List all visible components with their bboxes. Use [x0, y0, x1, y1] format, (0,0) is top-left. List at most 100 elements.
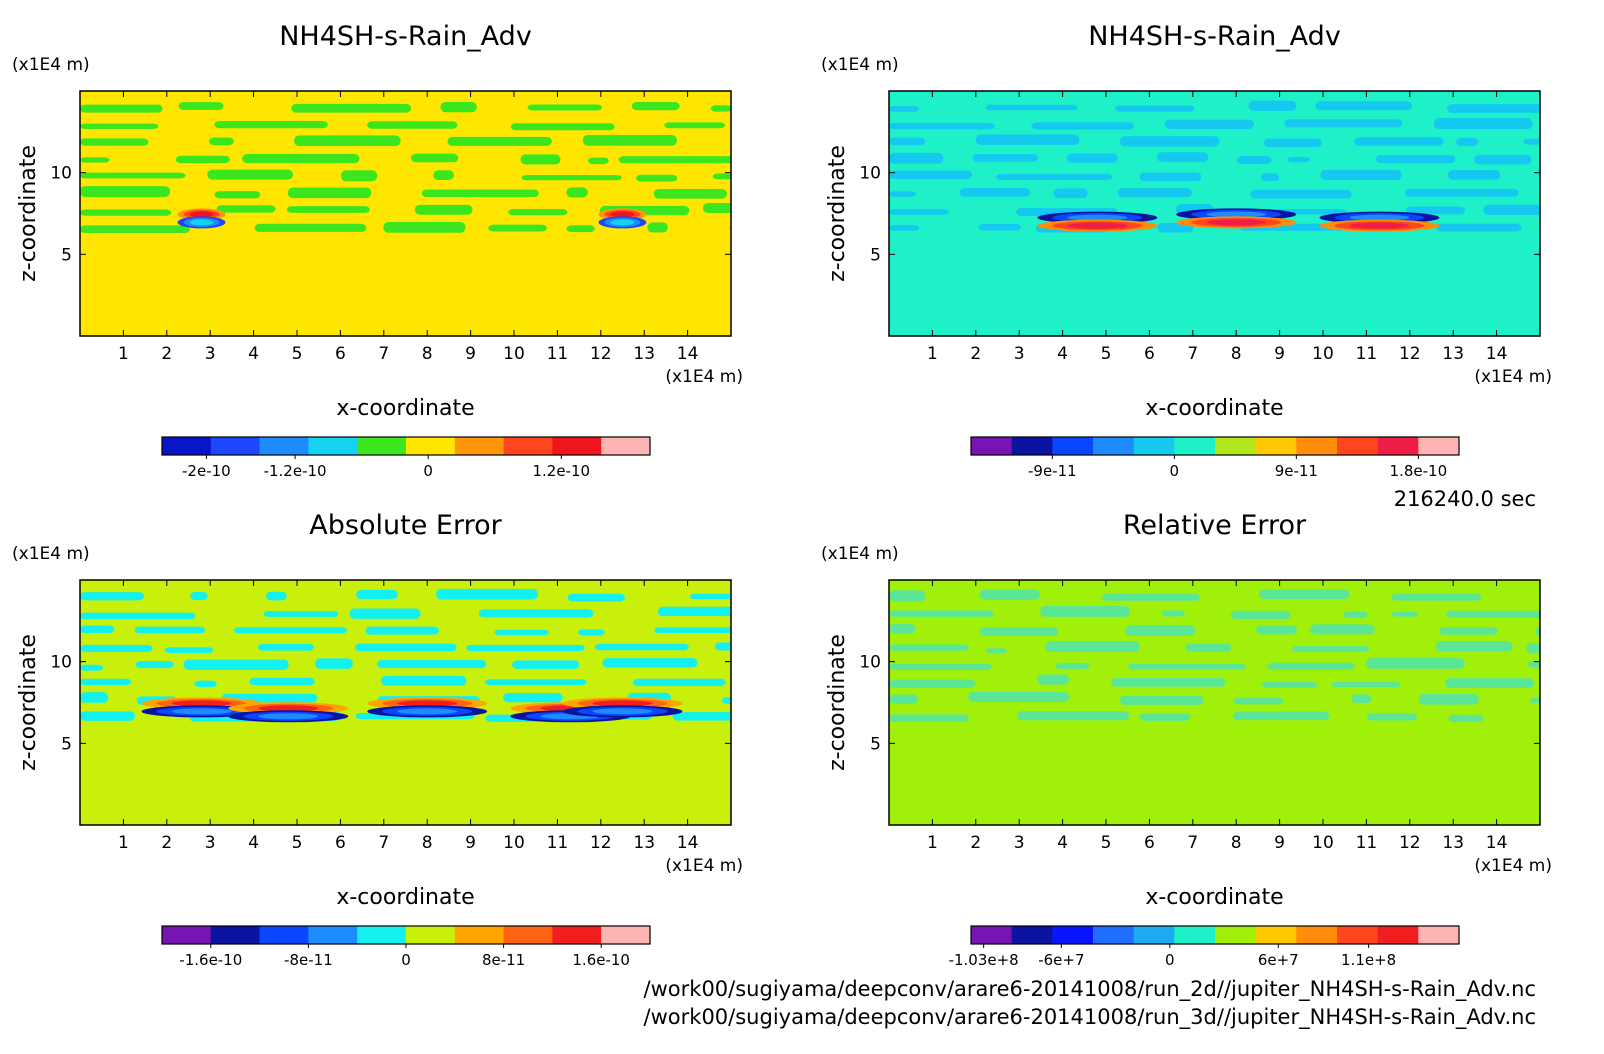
file-path-1: /work00/sugiyama/deepconv/arare6-2014100… — [644, 977, 1536, 1002]
layer-streak — [578, 629, 605, 636]
y-axis-label: z-coordinate — [825, 145, 850, 282]
layer-streak — [712, 173, 731, 180]
layer-streak — [1260, 173, 1280, 182]
panel-2: NH4SH-s-Rain_Adv(x1E4 m)1 2 3 4 5 6 7 8 9 10 11 12 1… — [821, 21, 1552, 480]
x-tick-label: 1 — [118, 344, 129, 364]
x-unit-label: (x1E4 m) — [665, 367, 743, 387]
layer-streak — [512, 660, 580, 669]
layer-streak — [414, 204, 473, 215]
colorbar-swatch — [971, 437, 1013, 455]
plot-frame — [79, 579, 732, 826]
layer-streak — [889, 106, 919, 112]
layer-streak — [1267, 662, 1355, 670]
layer-streak — [286, 206, 370, 213]
colorbar-swatch — [406, 437, 456, 455]
layer-streak — [1376, 155, 1456, 164]
x-tick-label: 8 — [422, 344, 433, 364]
colorbar: -2e-10 -1.2e-10 0 1.2e-10 — [161, 436, 651, 480]
layer-streak — [889, 170, 973, 180]
colorbar-swatch — [357, 926, 407, 944]
layer-streak — [257, 643, 314, 651]
x-tick-label: 2 — [161, 833, 172, 853]
layer-streak — [263, 610, 339, 617]
layer-streak — [594, 643, 689, 651]
layer-streak — [566, 187, 588, 198]
x-tick-label: 12 — [590, 833, 612, 853]
layer-streak — [1527, 660, 1540, 668]
layer-streak — [80, 644, 153, 652]
cell-lobe — [1349, 222, 1410, 229]
layer-streak — [1320, 169, 1402, 180]
cell-lobe — [258, 705, 319, 712]
x-tick-label: 13 — [1442, 344, 1464, 364]
x-tick-label: 5 — [1101, 344, 1112, 364]
colorbar-swatch — [1133, 926, 1175, 944]
layer-streak — [1354, 137, 1444, 146]
layer-streak — [1127, 664, 1246, 670]
colorbar-tick-label: 6e+7 — [1258, 951, 1299, 969]
colorbar-tick-label: 0 — [1170, 462, 1180, 480]
x-tick-label: 8 — [422, 833, 433, 853]
layer-streak — [1256, 625, 1297, 635]
cell-lobe — [397, 708, 458, 715]
panel-4: Relative Error(x1E4 m)1 2 3 4 5 6 7 8 9 10 11 12 13 1… — [821, 510, 1552, 969]
cell-lobe — [171, 700, 232, 707]
layer-streak — [979, 589, 1040, 600]
layer-streak — [889, 191, 917, 197]
layer-streak — [1343, 611, 1368, 619]
layer-streak — [447, 136, 552, 146]
layer-streak — [632, 678, 726, 687]
layer-streak — [1139, 172, 1202, 182]
colorbar-swatch — [259, 926, 309, 944]
colorbar-swatch — [1174, 926, 1216, 944]
colorbar-swatch — [210, 926, 261, 944]
panel-title: Relative Error — [1123, 510, 1307, 541]
layer-streak — [527, 104, 603, 111]
x-tick-label: 14 — [677, 344, 699, 364]
layer-streak — [207, 169, 294, 180]
y-tick-label: 10 — [50, 164, 72, 184]
colorbar-tick-label: 0 — [423, 462, 433, 480]
layer-streak — [164, 647, 214, 653]
colorbar-tick-label: -8e-11 — [284, 951, 333, 969]
x-axis-label: x-coordinate — [336, 885, 474, 910]
layer-streak — [889, 624, 916, 634]
time-label: 216240.0 sec — [1394, 487, 1536, 511]
layer-streak — [1447, 170, 1501, 180]
layer-streak — [494, 629, 549, 636]
layer-streak — [889, 644, 969, 651]
layer-streak — [1287, 157, 1310, 163]
x-tick-label: 10 — [503, 833, 525, 853]
layer-streak — [1053, 188, 1088, 199]
layer-streak — [466, 644, 585, 651]
layer-streak — [1405, 206, 1466, 215]
layer-streak — [436, 588, 538, 600]
layer-streak — [1315, 101, 1413, 111]
layer-streak — [1445, 610, 1540, 618]
layer-streak — [1444, 678, 1535, 688]
x-tick-label: 5 — [292, 833, 303, 853]
layer-streak — [80, 225, 190, 233]
layer-streak — [1448, 714, 1484, 723]
plot-frame — [888, 579, 1541, 826]
layer-streak — [80, 209, 172, 216]
x-tick-label: 9 — [465, 344, 476, 364]
colorbar-frame — [970, 436, 1460, 456]
y-tick-label: 10 — [50, 653, 72, 673]
layer-streak — [689, 593, 731, 600]
layer-streak — [1117, 188, 1193, 198]
layer-streak — [1391, 593, 1482, 601]
layer-streak — [183, 659, 289, 671]
x-tick-label: 7 — [378, 833, 389, 853]
layer-streak — [80, 664, 104, 671]
layer-streak — [1055, 662, 1090, 669]
x-tick-label: 8 — [1231, 344, 1242, 364]
colorbar-swatch — [1215, 926, 1257, 944]
x-tick-label: 13 — [1442, 833, 1464, 853]
layer-streak — [194, 680, 217, 687]
x-tick-label: 14 — [677, 833, 699, 853]
colorbar-frame — [970, 925, 1460, 945]
cell-lobe — [189, 219, 214, 226]
layer-streak — [1529, 697, 1540, 703]
layer-streak — [1418, 693, 1479, 705]
